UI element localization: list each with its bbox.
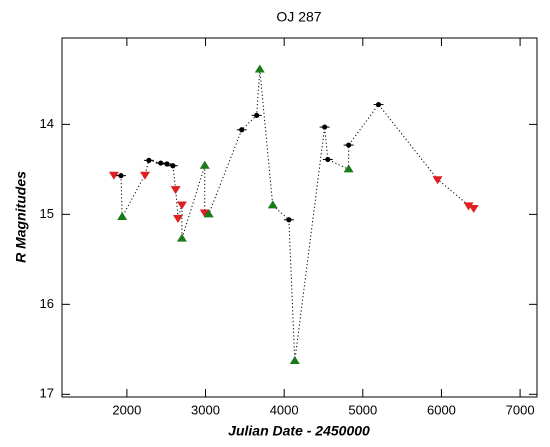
point-marker — [322, 124, 328, 130]
x-tick-label: 6000 — [427, 402, 456, 417]
point-marker — [199, 160, 210, 169]
x-tick-label: 3000 — [191, 402, 220, 417]
point-marker — [375, 101, 382, 108]
point-marker — [170, 186, 181, 195]
chart-title: OJ 287 — [276, 9, 321, 25]
point-marker — [432, 176, 443, 185]
x-tick-label: 7000 — [506, 402, 535, 417]
y-tick-label: 17 — [40, 386, 54, 401]
point-marker — [463, 202, 474, 211]
x-tick-label: 4000 — [270, 402, 299, 417]
point-marker — [254, 64, 265, 73]
y-tick-label: 16 — [40, 296, 54, 311]
data-line — [113, 69, 474, 362]
point-marker — [289, 356, 300, 365]
y-axis-title: R Magnitudes — [13, 171, 29, 263]
point-marker — [176, 201, 187, 210]
point-marker — [117, 212, 128, 221]
point-marker — [203, 209, 214, 218]
point-marker — [170, 163, 176, 169]
point-marker — [108, 171, 119, 180]
point-marker — [199, 209, 210, 218]
point-marker — [267, 200, 278, 209]
y-tick-label: 14 — [40, 116, 54, 131]
x-tick-label: 2000 — [112, 402, 141, 417]
point-marker — [254, 112, 260, 118]
point-marker — [172, 214, 183, 223]
point-marker — [343, 164, 354, 173]
point-marker — [239, 127, 245, 133]
point-marker — [346, 142, 352, 148]
point-marker — [176, 233, 187, 242]
y-tick-label: 15 — [40, 206, 54, 221]
point-marker — [158, 160, 164, 166]
plot-frame — [61, 37, 538, 398]
point-marker — [118, 173, 124, 179]
point-marker — [325, 156, 331, 163]
point-marker — [286, 217, 292, 223]
x-axis-title: Julian Date - 2450000 — [228, 423, 370, 439]
point-marker — [146, 157, 152, 163]
point-marker — [139, 171, 150, 180]
point-marker — [468, 205, 479, 214]
x-tick-label: 5000 — [348, 402, 377, 417]
